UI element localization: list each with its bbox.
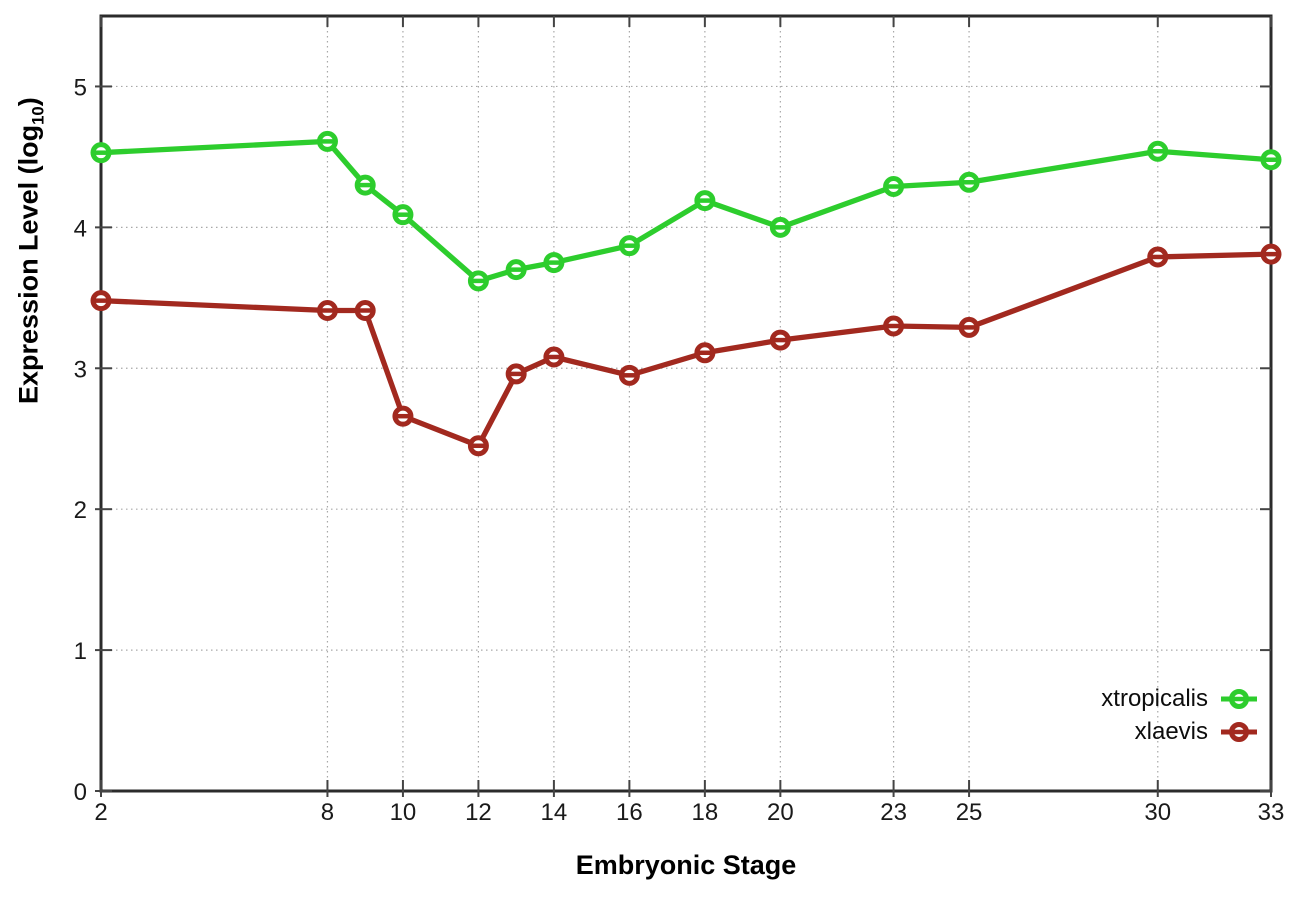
data-point-marker-xlaevis: [505, 363, 527, 385]
data-point-marker-xtropicalis: [618, 235, 640, 257]
data-point-marker-xlaevis: [769, 329, 791, 351]
data-point-marker-xtropicalis: [392, 204, 414, 226]
data-point-marker-xtropicalis: [769, 216, 791, 238]
x-tick-label: 33: [1258, 799, 1285, 826]
series-line-xtropicalis: [98, 138, 1274, 284]
plot-border: [99, 14, 1273, 793]
y-axis-label-prefix: Expression Level (log: [13, 124, 44, 404]
line-point-marker-icon: [1221, 689, 1257, 709]
legend-label: xlaevis: [1134, 718, 1208, 745]
data-point-marker-xtropicalis: [543, 252, 565, 274]
data-point-marker-xtropicalis: [90, 142, 112, 164]
legend: xtropicalis xlaevis: [1101, 684, 1258, 747]
x-tick-label: 23: [880, 799, 907, 826]
legend-item-xtropicalis: xtropicalis: [1101, 684, 1258, 714]
y-tick-label: 5: [74, 74, 87, 101]
data-point-marker-xlaevis: [354, 300, 376, 321]
x-axis-label: Embryonic Stage: [575, 850, 797, 880]
data-point-marker-xtropicalis: [1260, 149, 1282, 171]
data-point-marker-xtropicalis: [1147, 140, 1169, 162]
data-point-marker-xlaevis: [543, 346, 565, 368]
data-point-marker-xlaevis: [467, 435, 489, 457]
x-tick-label: 12: [465, 799, 492, 826]
y-tick-label: 2: [74, 497, 87, 524]
data-point-marker-xlaevis: [694, 342, 716, 364]
data-point-marker-xtropicalis: [316, 130, 338, 152]
y-tick-label: 4: [74, 215, 87, 242]
data-point-marker-xtropicalis: [694, 190, 716, 212]
x-tick-label: 2: [94, 799, 107, 826]
x-tick-label: 14: [541, 799, 568, 826]
data-point-marker-xlaevis: [883, 315, 905, 337]
y-axis-label-suffix: ): [13, 97, 44, 107]
y-tick-label: 0: [74, 779, 87, 806]
x-tick-label: 16: [616, 799, 643, 826]
data-point-marker-xlaevis: [1260, 243, 1282, 265]
line-point-marker-icon: [1221, 722, 1257, 742]
series-line-xlaevis: [98, 251, 1274, 449]
x-tick-label: 30: [1144, 799, 1171, 826]
data-point-marker-xtropicalis: [467, 270, 489, 292]
data-point-marker-xtropicalis: [354, 174, 376, 196]
legend-item-xlaevis: xlaevis: [1101, 717, 1258, 747]
data-point-marker-xtropicalis: [505, 259, 527, 281]
x-tick-label: 20: [767, 799, 794, 826]
data-point-marker-xlaevis: [316, 300, 338, 321]
legend-label: xtropicalis: [1101, 685, 1208, 712]
y-tick-label: 3: [74, 356, 87, 383]
data-point-marker-xlaevis: [90, 290, 112, 312]
x-tick-label: 10: [390, 799, 417, 826]
data-point-marker-xlaevis: [392, 405, 414, 427]
data-point-marker-xlaevis: [1147, 246, 1169, 268]
data-point-marker-xtropicalis: [958, 171, 980, 193]
y-axis-label-subscript: 10: [28, 106, 48, 125]
x-tick-label: 18: [692, 799, 719, 826]
x-tick-label: 25: [956, 799, 983, 826]
data-point-marker-xtropicalis: [883, 176, 905, 197]
data-point-marker-xlaevis: [618, 364, 640, 386]
y-tick-label: 1: [74, 638, 87, 665]
data-point-marker-xlaevis: [958, 316, 980, 338]
x-tick-label: 8: [321, 799, 334, 826]
